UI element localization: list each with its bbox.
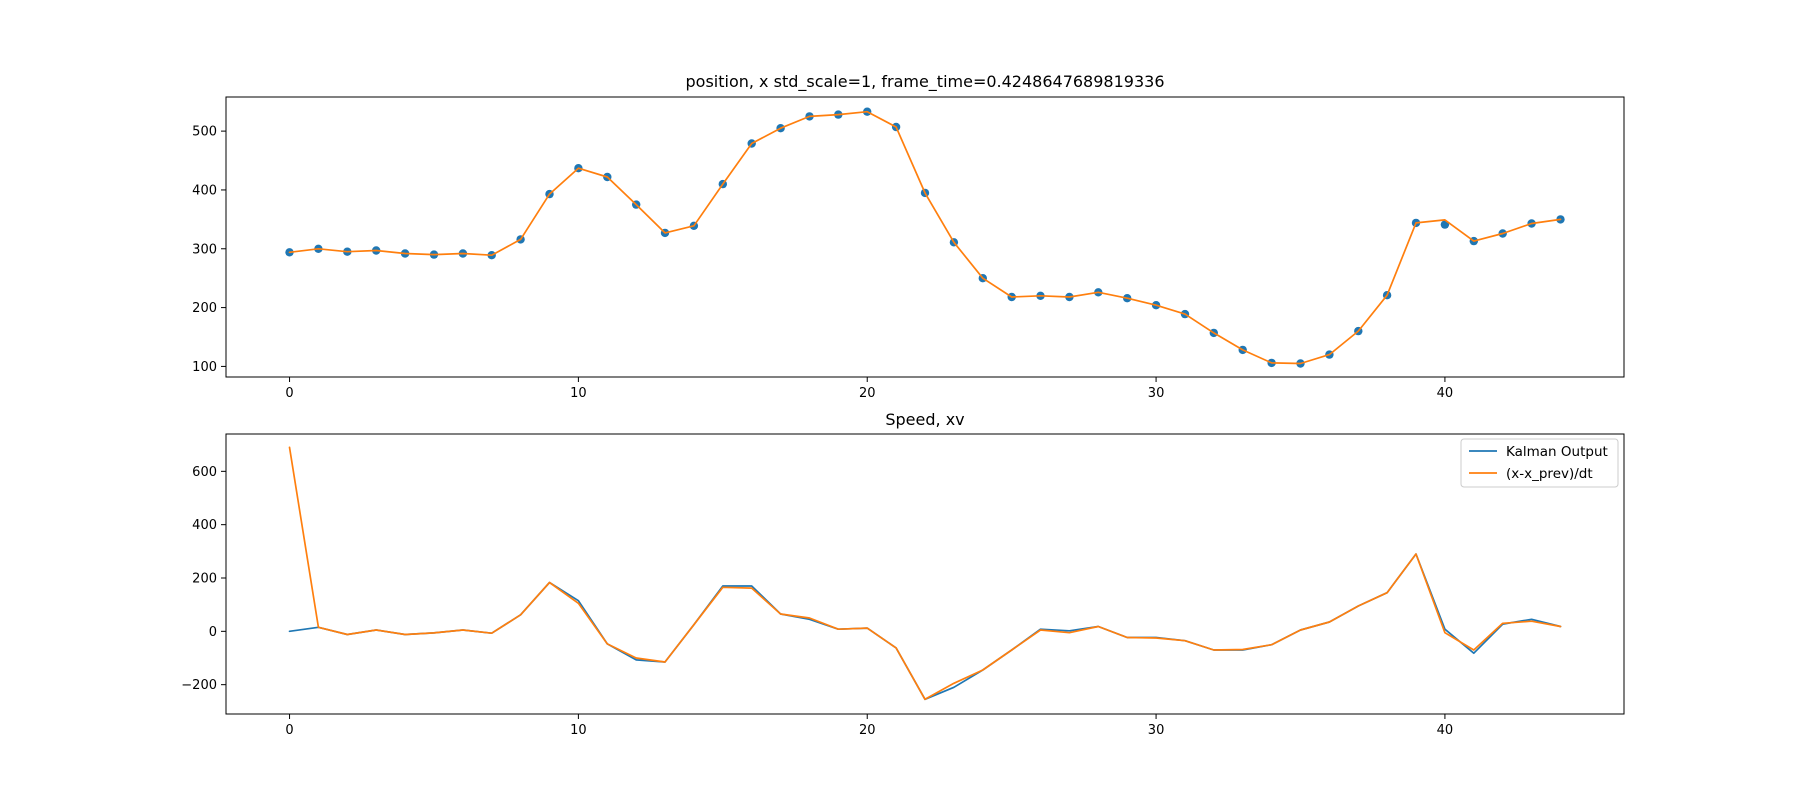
speed-x-tick-label: 20 <box>859 723 876 738</box>
legend-diff-label: (x-x_prev)/dt <box>1506 466 1593 482</box>
position-y-tick-label: 500 <box>192 125 217 140</box>
speed-x-tick-label: 30 <box>1148 723 1165 738</box>
position-series-diff-line <box>288 110 1562 365</box>
speed-y-tick-label: −200 <box>181 678 217 693</box>
position-data-point <box>1440 220 1450 229</box>
speed-y-tick-label: 0 <box>209 625 217 640</box>
speed-y-tick-label: 600 <box>192 465 217 480</box>
position-y-tick-label: 400 <box>192 183 217 198</box>
speed-legend: Kalman Output (x-x_prev)/dt <box>1460 438 1619 488</box>
speed-x-tick-label: 40 <box>1437 723 1454 738</box>
position-plot-title: position, x std_scale=1, frame_time=0.42… <box>686 72 1165 92</box>
speed-y-tick-label: 400 <box>192 518 217 533</box>
position-axes-frame <box>225 96 1625 378</box>
speed-marks <box>288 446 1562 701</box>
position-x-tick-label: 30 <box>1148 386 1165 401</box>
speed-x-tick-label: 10 <box>570 723 587 738</box>
legend-box <box>1460 438 1619 488</box>
position-x-tick-label: 0 <box>285 386 293 401</box>
position-x-tick-label: 20 <box>859 386 876 401</box>
speed-x-axis: 0 10 20 30 40 <box>285 714 1453 738</box>
legend-kalman-label: Kalman Output <box>1506 444 1608 460</box>
position-y-tick-label: 100 <box>192 360 217 375</box>
position-y-tick-label: 200 <box>192 301 217 316</box>
position-marks <box>285 107 1565 368</box>
position-y-tick-label: 300 <box>192 242 217 257</box>
speed-series-diff-line <box>288 446 1562 701</box>
speed-y-tick-label: 200 <box>192 572 217 587</box>
position-y-axis: 100 200 300 400 500 <box>192 125 226 375</box>
speed-axes-frame <box>225 433 1625 715</box>
speed-plot-title: Speed, xv <box>885 410 964 429</box>
position-panel: position, x std_scale=1, frame_time=0.42… <box>192 72 1625 401</box>
position-x-tick-label: 40 <box>1437 386 1454 401</box>
speed-x-tick-label: 0 <box>285 723 293 738</box>
speed-panel: Speed, xv 0 10 20 30 40 −200 0 200 400 600 Kalma… <box>181 410 1625 738</box>
speed-y-axis: −200 0 200 400 600 <box>181 465 226 693</box>
position-x-axis: 0 10 20 30 40 <box>285 377 1453 401</box>
position-x-tick-label: 10 <box>570 386 587 401</box>
